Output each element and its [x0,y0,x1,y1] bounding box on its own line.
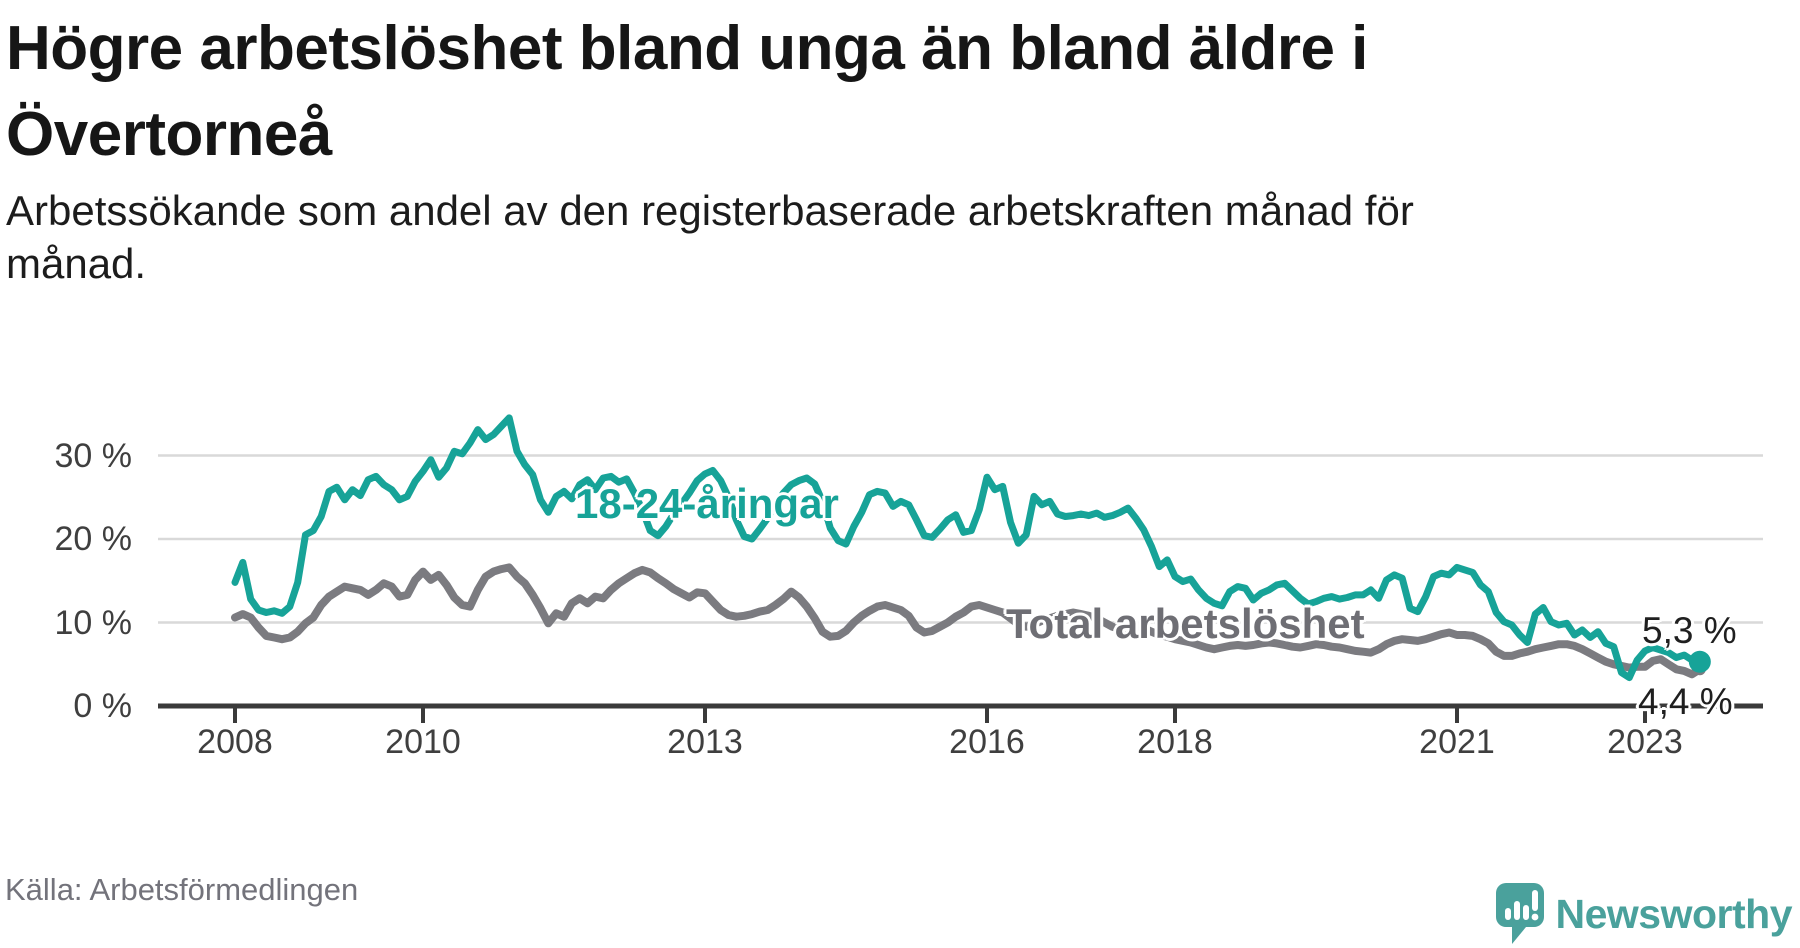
x-tick-label-2021: 2021 [1419,723,1495,761]
y-tick-label-0: 0 % [73,687,132,725]
end-value-label-young: 5,3 % [1642,610,1737,651]
chart-subtitle: Arbetssökande som andel av den registerb… [6,187,1414,287]
x-tick-label-2023: 2023 [1607,723,1683,761]
x-tick-label-2016: 2016 [949,723,1025,761]
y-tick-label-20: 20 % [54,520,133,558]
source-note: Källa: Arbetsförmedlingen [5,872,359,907]
series-label-total: Total arbetslöshet [1006,600,1365,647]
x-tick-label-2010: 2010 [385,723,461,761]
newsworthy-bubble-icon [1495,883,1544,944]
y-tick-label-10: 10 % [54,603,133,642]
series-line-total [231,563,1704,679]
end-value-label-total: 4,4 % [1638,681,1733,722]
series-line-young [231,414,1704,682]
newsworthy-logo: Newsworthy [1494,882,1793,946]
x-tick-label-2008: 2008 [197,723,273,761]
chart-title: Högre arbetslöshet bland unga än bland ä… [6,14,1368,169]
x-tick-label-2013: 2013 [667,723,743,761]
y-tick-label-30: 30 % [54,436,133,475]
series-label-young: 18-24-åringar [575,480,839,527]
x-tick-label-2018: 2018 [1137,723,1213,761]
newsworthy-wordmark: Newsworthy [1555,891,1793,937]
series-end-dot-young [1688,650,1711,673]
